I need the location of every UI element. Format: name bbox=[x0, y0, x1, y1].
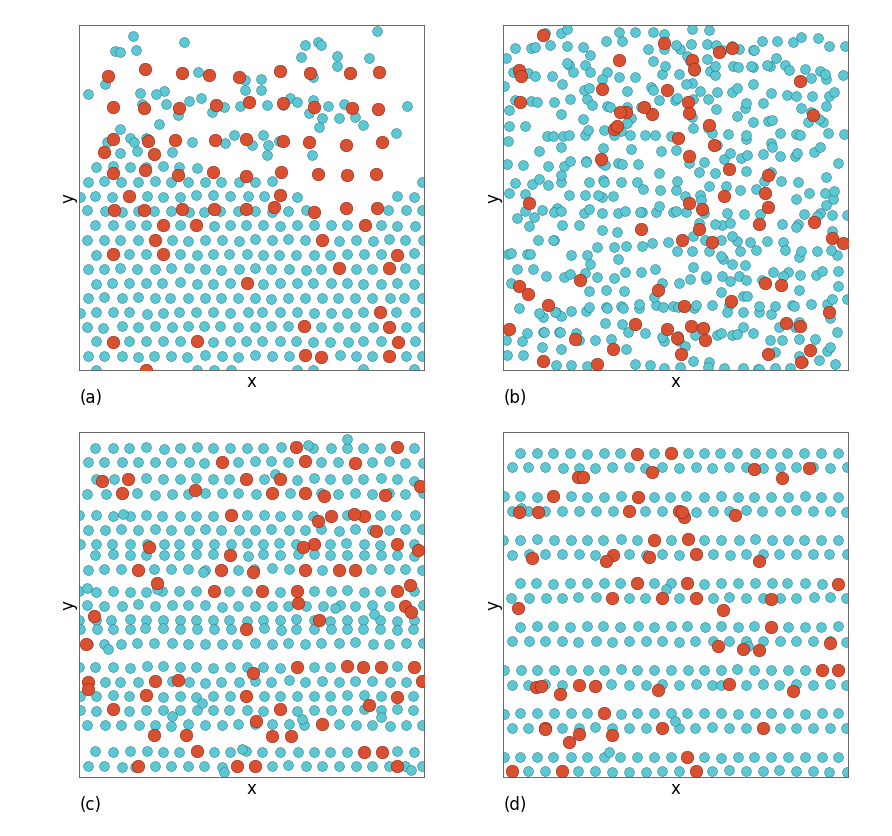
Y-axis label: y: y bbox=[484, 600, 502, 609]
Text: (a): (a) bbox=[79, 390, 103, 407]
Text: (c): (c) bbox=[79, 797, 101, 814]
X-axis label: x: x bbox=[671, 373, 681, 391]
Y-axis label: y: y bbox=[484, 193, 502, 202]
X-axis label: x: x bbox=[671, 780, 681, 798]
Y-axis label: y: y bbox=[60, 600, 78, 609]
Text: (d): (d) bbox=[503, 797, 526, 814]
Y-axis label: y: y bbox=[60, 193, 78, 202]
X-axis label: x: x bbox=[247, 780, 257, 798]
X-axis label: x: x bbox=[247, 373, 257, 391]
Text: (b): (b) bbox=[503, 390, 526, 407]
